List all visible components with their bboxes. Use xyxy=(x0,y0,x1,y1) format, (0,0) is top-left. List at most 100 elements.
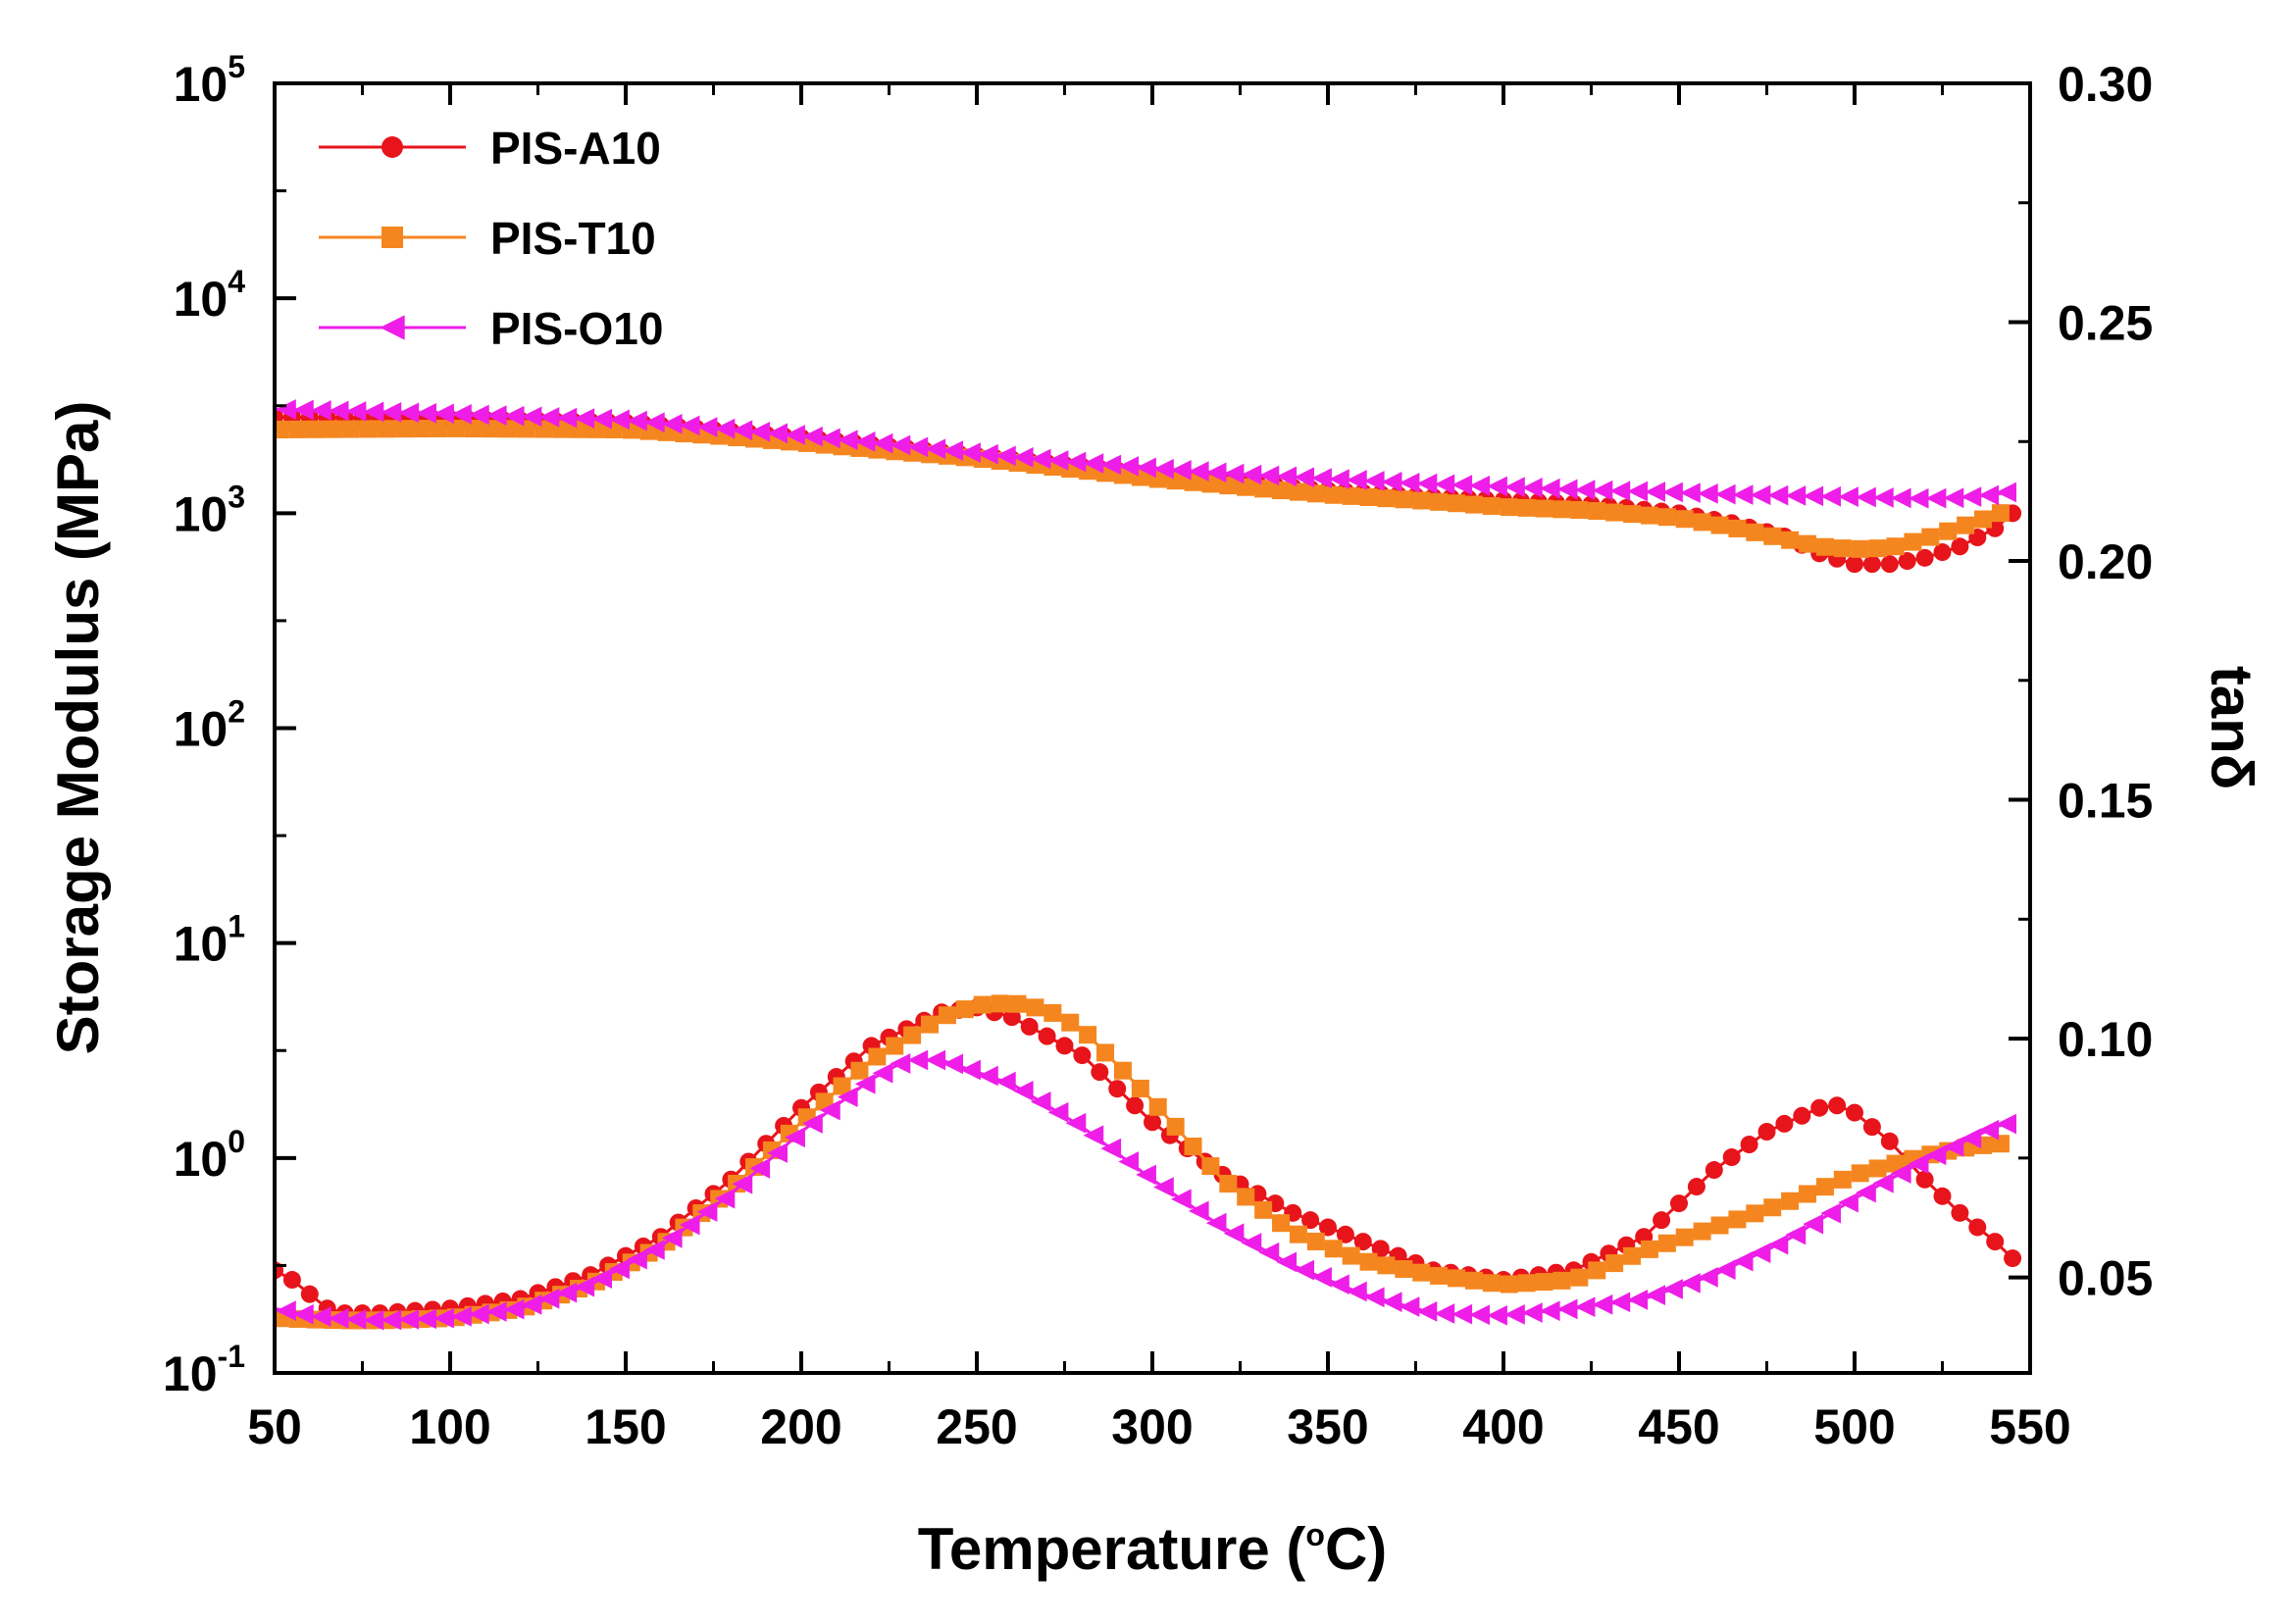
tan-delta-marker xyxy=(1276,1251,1298,1273)
tan-delta-marker xyxy=(1026,998,1044,1017)
storage-modulus-marker xyxy=(942,440,964,461)
tan-delta-marker xyxy=(850,1061,869,1080)
storage-modulus-marker xyxy=(1974,510,1993,529)
tan-delta-marker xyxy=(609,1258,630,1280)
storage-modulus-marker xyxy=(1237,478,1255,496)
tan-delta-marker xyxy=(903,1026,922,1044)
tan-delta-marker xyxy=(1188,1200,1209,1222)
tan-delta-marker xyxy=(1799,1185,1817,1203)
tan-delta-marker xyxy=(1856,1182,1876,1203)
tan-delta-marker xyxy=(1851,1164,1869,1183)
storage-modulus-marker xyxy=(394,420,413,438)
tan-delta-marker xyxy=(1184,1137,1202,1155)
storage-modulus-marker xyxy=(275,421,289,439)
storage-modulus-marker xyxy=(556,407,578,429)
tan-delta-marker xyxy=(1020,1017,1039,1036)
storage-modulus-marker xyxy=(609,409,630,431)
storage-modulus-marker xyxy=(1904,533,1922,551)
tan-delta-marker xyxy=(1991,1135,2010,1153)
tan-delta-marker xyxy=(2004,1249,2022,1268)
tan-delta-marker xyxy=(991,994,1009,1013)
tan-delta-marker xyxy=(872,1062,893,1084)
tan-delta-marker xyxy=(1118,1151,1140,1172)
tan-delta-marker xyxy=(921,1015,940,1034)
storage-modulus-marker xyxy=(1728,519,1747,537)
tan-delta-marker xyxy=(1517,1274,1536,1293)
tan-delta-marker xyxy=(1131,1079,1149,1097)
storage-modulus-marker xyxy=(749,421,771,442)
storage-modulus-marker xyxy=(1100,454,1122,476)
tan-delta-marker xyxy=(1395,1260,1413,1279)
tan-delta-marker xyxy=(451,1306,472,1327)
storage-modulus-marker xyxy=(1890,487,1911,509)
tan-delta-marker xyxy=(521,1294,542,1315)
tan-delta-marker xyxy=(955,1000,974,1019)
tan-delta-marker xyxy=(1781,1192,1800,1210)
tan-delta-marker xyxy=(854,1073,876,1094)
storage-modulus-marker xyxy=(696,417,718,437)
storage-modulus-marker xyxy=(1767,484,1789,506)
storage-modulus-marker xyxy=(381,402,402,423)
tan-delta-marker xyxy=(1728,1210,1747,1229)
tan-delta-marker xyxy=(1504,1304,1525,1325)
tan-delta-marker xyxy=(1272,1214,1291,1233)
tan-delta-marker xyxy=(1100,1138,1122,1159)
tan-delta-marker xyxy=(1925,1144,1947,1166)
storage-modulus-marker xyxy=(1921,528,1940,546)
x-axis-ticks: 50 100 150 200 250 300 350 400 450 500 550 xyxy=(247,83,2071,1454)
storage-modulus-marker xyxy=(433,403,454,425)
storage-modulus-marker xyxy=(276,399,296,420)
storage-modulus-marker xyxy=(907,436,929,458)
tan-delta-marker xyxy=(837,1087,858,1108)
tan-delta-marker xyxy=(1008,994,1027,1013)
tan-delta-marker xyxy=(1838,1192,1858,1213)
storage-modulus-marker xyxy=(1833,539,1852,558)
tan-delta-marker xyxy=(1698,1266,1718,1288)
tan-delta-marker xyxy=(1968,1218,1987,1237)
storage-modulus-marker xyxy=(1746,523,1764,541)
tan-delta-marker xyxy=(1873,1172,1894,1193)
legend-item-pis-a10: PIS-A10 xyxy=(319,123,661,174)
storage-modulus-marker xyxy=(416,402,437,424)
tan-delta-marker xyxy=(345,1309,367,1330)
y-right-tick-label: 0.30 xyxy=(2058,57,2153,112)
tan-delta-marker xyxy=(1662,1279,1683,1299)
x-tick-label: 50 xyxy=(247,1399,302,1454)
tan-delta-marker xyxy=(1553,1271,1571,1290)
tan-delta-marker xyxy=(1740,1136,1758,1154)
legend-marker xyxy=(382,227,403,248)
y-left-tick-label: 105 xyxy=(174,49,245,112)
storage-modulus-marker xyxy=(464,420,483,438)
storage-modulus-marker xyxy=(1851,539,1869,558)
tan-delta-marker xyxy=(960,1059,981,1081)
legend-item-pis-o10: PIS-O10 xyxy=(319,303,663,354)
tan-delta-marker xyxy=(1763,1198,1782,1217)
storage-modulus-marker xyxy=(324,420,342,438)
storage-modulus-marker xyxy=(1868,539,1887,558)
storage-modulus-marker xyxy=(1254,480,1273,498)
tan-delta-marker xyxy=(1038,1027,1056,1045)
tan-delta-marker xyxy=(1301,1211,1320,1230)
storage-modulus-marker xyxy=(1574,480,1596,500)
storage-modulus-marker xyxy=(328,400,349,422)
tan-delta-marker xyxy=(1933,1187,1952,1205)
storage-modulus-marker xyxy=(1939,522,1958,540)
storage-modulus-marker xyxy=(1960,486,1982,507)
legend-label: PIS-O10 xyxy=(490,303,663,354)
legend-marker xyxy=(380,315,405,340)
tan-delta-marker xyxy=(1693,1222,1711,1241)
tan-delta-marker xyxy=(1416,1301,1438,1322)
legend-label: PIS-T10 xyxy=(490,213,656,264)
tan-delta-marker xyxy=(556,1282,578,1303)
tan-delta-marker xyxy=(1258,1242,1280,1263)
tan-delta-marker xyxy=(1868,1159,1887,1178)
storage-modulus-marker xyxy=(1377,489,1396,508)
storage-modulus-marker xyxy=(1272,482,1291,500)
tan-delta-marker xyxy=(938,1006,956,1025)
storage-modulus-marker xyxy=(1799,534,1817,553)
storage-modulus-marker xyxy=(1535,499,1553,518)
tan-delta-marker xyxy=(1986,1233,2005,1251)
tan-delta-marker xyxy=(973,995,992,1014)
tan-delta-marker xyxy=(1289,1225,1307,1243)
